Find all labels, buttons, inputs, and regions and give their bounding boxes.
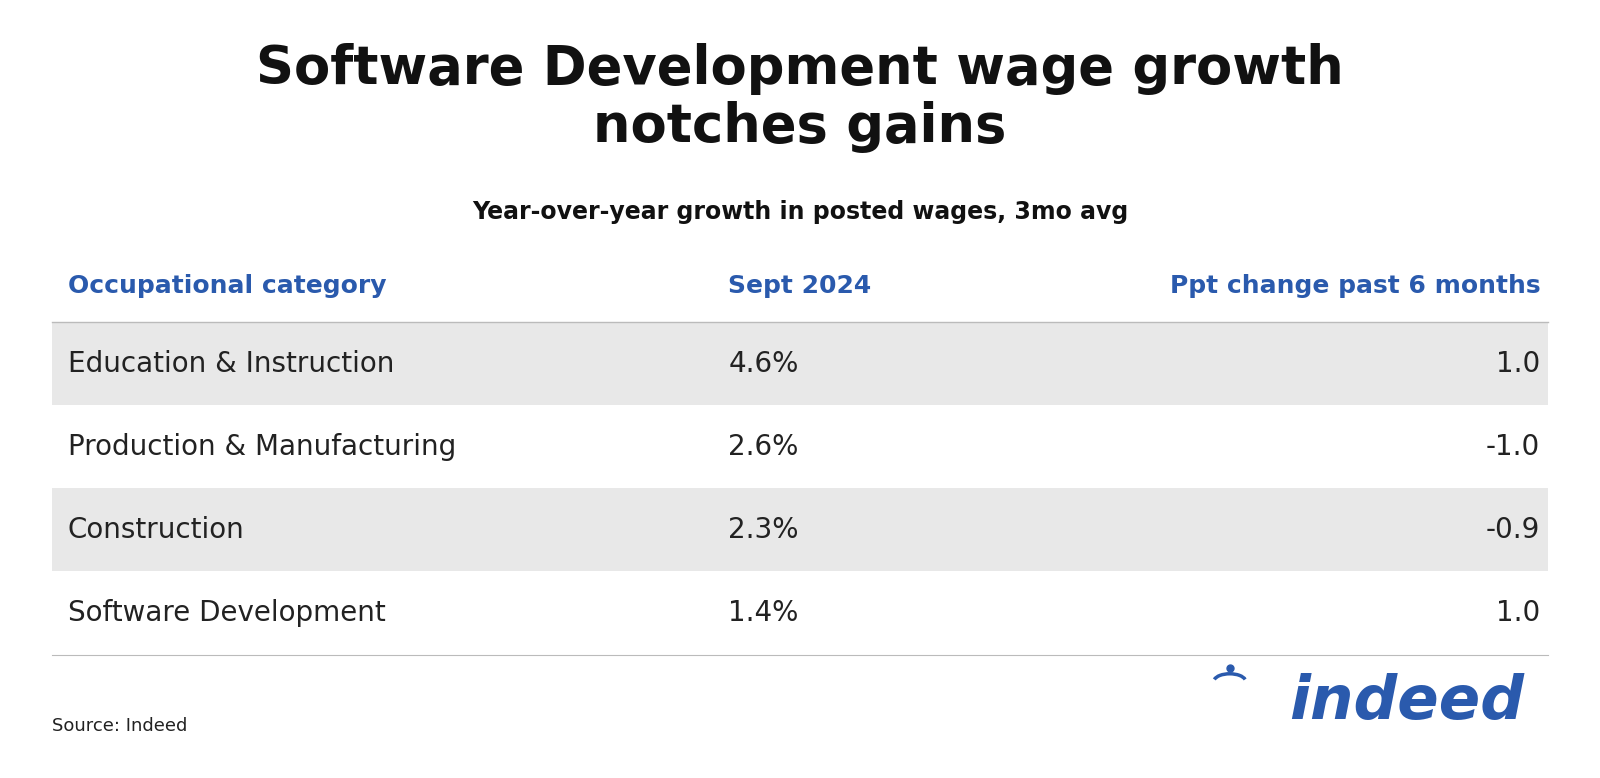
- Text: 1.4%: 1.4%: [728, 599, 798, 627]
- Text: indeed: indeed: [1290, 672, 1525, 731]
- Text: Software Development wage growth
notches gains: Software Development wage growth notches…: [256, 43, 1344, 152]
- Text: 2.6%: 2.6%: [728, 433, 798, 461]
- Text: 2.3%: 2.3%: [728, 516, 798, 544]
- Text: -0.9: -0.9: [1486, 516, 1541, 544]
- Text: Sept 2024: Sept 2024: [728, 274, 872, 297]
- Text: Occupational category: Occupational category: [67, 274, 386, 297]
- Text: Year-over-year growth in posted wages, 3mo avg: Year-over-year growth in posted wages, 3…: [472, 201, 1128, 224]
- Text: Source: Indeed: Source: Indeed: [51, 717, 187, 735]
- Text: 4.6%: 4.6%: [728, 349, 798, 377]
- Text: Software Development: Software Development: [67, 599, 386, 627]
- Text: -1.0: -1.0: [1486, 433, 1541, 461]
- FancyBboxPatch shape: [51, 322, 1549, 405]
- Text: Ppt change past 6 months: Ppt change past 6 months: [1170, 274, 1541, 297]
- Text: 1.0: 1.0: [1496, 349, 1541, 377]
- Text: Education & Instruction: Education & Instruction: [67, 349, 394, 377]
- Text: 1.0: 1.0: [1496, 599, 1541, 627]
- FancyBboxPatch shape: [51, 489, 1549, 571]
- Text: Production & Manufacturing: Production & Manufacturing: [67, 433, 456, 461]
- Text: Construction: Construction: [67, 516, 245, 544]
